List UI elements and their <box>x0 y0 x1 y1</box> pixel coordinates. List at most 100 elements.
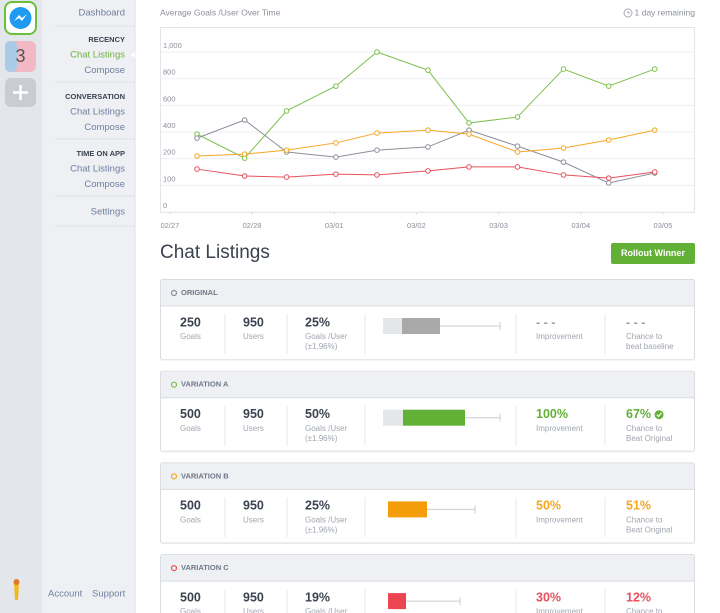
footer-link[interactable]: Support <box>92 589 126 600</box>
series-point <box>560 66 567 72</box>
nav-group-title: TIME ON APP <box>77 149 125 158</box>
improvement-label: Improvement <box>536 332 583 341</box>
series-point <box>241 151 248 157</box>
series-point <box>560 159 567 165</box>
nav-group-title: RECENCY <box>88 35 125 44</box>
series-point <box>374 49 380 55</box>
series-point <box>333 154 339 160</box>
rollout-button-label: Rollout Winner <box>621 248 685 258</box>
app-badge: 3 <box>15 46 25 66</box>
goals-label: Goals <box>180 607 201 613</box>
improvement-value: 100% <box>536 407 568 421</box>
improvement-label: Improvement <box>536 607 583 613</box>
chance-label: Chance to <box>626 424 663 433</box>
nav-link[interactable]: Chat Listings <box>70 107 125 118</box>
footer-link[interactable]: Account <box>48 589 83 600</box>
chance-label: Chance to <box>626 516 663 525</box>
card-shadow <box>161 359 694 361</box>
nav-link[interactable]: Settings <box>91 207 126 218</box>
goals-value: 500 <box>180 499 201 513</box>
series-point <box>466 120 472 126</box>
rollout-button[interactable] <box>611 243 695 264</box>
card-header <box>161 371 694 398</box>
interval-bar <box>403 409 465 426</box>
series-point <box>283 174 290 180</box>
interval-bar <box>388 593 406 610</box>
card-header <box>161 555 694 582</box>
series-point <box>466 131 472 137</box>
series-point <box>514 143 521 149</box>
variant-dot <box>170 289 178 297</box>
baseline-range <box>383 318 402 334</box>
nav-link[interactable]: Chat Listings <box>70 164 125 175</box>
y-tick-label: 0 <box>163 201 167 210</box>
chance-label: Beat Original <box>626 434 672 443</box>
variant-dot <box>170 564 178 572</box>
series-point <box>466 164 472 170</box>
users-label: Users <box>243 332 264 341</box>
y-tick-label: 800 <box>163 68 176 77</box>
sidebar <box>42 0 135 613</box>
rate-label: Goals /User <box>305 607 348 613</box>
rate-label: Goals /User <box>305 332 348 341</box>
y-tick-label: 100 <box>163 174 176 183</box>
nav-link[interactable]: Chat Listings <box>70 50 125 61</box>
users-label: Users <box>243 607 264 613</box>
rate-label: Goals /User <box>305 516 348 525</box>
goals-label: Goals <box>180 332 201 341</box>
user-icon-head <box>13 579 20 585</box>
series-point <box>374 147 380 153</box>
chance-value: 12% <box>626 590 651 604</box>
dynamic: Dashboard RECENCY Chat Listings Compose CONV… <box>48 8 695 613</box>
goals-label: Goals <box>180 424 201 433</box>
nav-link[interactable]: Compose <box>84 65 125 76</box>
nav-link[interactable]: Dashboard <box>79 8 125 19</box>
series-point <box>651 169 658 175</box>
nav-link[interactable]: Compose <box>84 179 125 190</box>
series-point <box>194 135 200 141</box>
baseline-range <box>383 409 403 426</box>
variant-dot <box>170 381 178 388</box>
series-point <box>425 144 431 150</box>
users-value: 950 <box>243 590 264 604</box>
series-point <box>333 83 339 89</box>
improvement-label: Improvement <box>536 424 583 433</box>
winner-check-mark <box>656 412 662 418</box>
series-point <box>333 171 339 177</box>
nav-link[interactable]: Compose <box>84 122 125 133</box>
rate-note: (±1.96%) <box>305 342 338 351</box>
series-point <box>651 66 658 72</box>
series-point <box>560 172 567 178</box>
series-point <box>194 153 200 159</box>
series-point <box>241 173 248 179</box>
y-tick-label: 1,000 <box>163 41 182 50</box>
clock-hands <box>627 11 630 14</box>
series-point <box>605 180 612 186</box>
x-tick-label: 03/02 <box>407 221 426 230</box>
chance-value: - - - <box>626 315 645 329</box>
clock-icon <box>623 8 633 18</box>
nav-group-title: CONVERSATION <box>65 92 125 101</box>
rate-note: (±1.96%) <box>305 526 338 535</box>
improvement-value: - - - <box>536 315 555 329</box>
card-header <box>161 280 694 306</box>
users-value: 950 <box>243 407 264 421</box>
rate-value: 50% <box>305 407 330 421</box>
chance-label: beat baseline <box>626 342 674 351</box>
chart-title: Average Goals /User Over Time <box>160 7 281 17</box>
series-point <box>194 166 200 172</box>
users-value: 950 <box>243 499 264 513</box>
variant-dot <box>170 473 178 480</box>
rate-label: Goals /User <box>305 424 348 433</box>
series-point <box>651 127 658 133</box>
chance-value: 67% <box>626 407 651 421</box>
goals-value: 250 <box>180 315 201 329</box>
series-point <box>514 149 521 155</box>
x-tick-label: 03/01 <box>325 221 344 230</box>
active-indicator <box>131 52 135 58</box>
rate-value: 25% <box>305 499 330 513</box>
card-header <box>161 463 694 490</box>
series-point <box>333 140 339 146</box>
messenger-bolt <box>14 14 27 21</box>
